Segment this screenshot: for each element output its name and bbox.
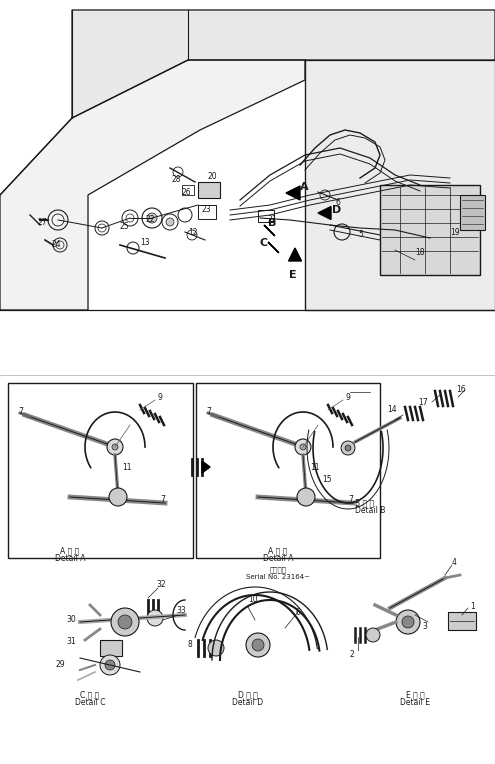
Text: 19: 19 xyxy=(450,228,460,237)
Bar xyxy=(198,205,216,219)
Text: 11: 11 xyxy=(310,463,319,472)
Text: Detail A: Detail A xyxy=(263,554,293,563)
Circle shape xyxy=(300,444,306,450)
Text: 31: 31 xyxy=(66,637,76,646)
Text: 1: 1 xyxy=(470,602,475,611)
Text: 3: 3 xyxy=(422,622,427,631)
Circle shape xyxy=(107,439,123,455)
Text: 7: 7 xyxy=(18,407,23,416)
Text: 21: 21 xyxy=(268,215,278,224)
Text: 5: 5 xyxy=(358,230,363,239)
Circle shape xyxy=(295,439,311,455)
Text: 18: 18 xyxy=(415,248,425,257)
Text: A: A xyxy=(300,182,308,192)
Text: Detail C: Detail C xyxy=(75,698,105,707)
Polygon shape xyxy=(318,206,331,219)
Circle shape xyxy=(111,608,139,636)
Text: 12: 12 xyxy=(188,228,198,237)
Polygon shape xyxy=(202,461,210,473)
Text: 26: 26 xyxy=(182,188,192,197)
Circle shape xyxy=(118,615,132,629)
Circle shape xyxy=(297,488,315,506)
Text: C: C xyxy=(260,238,268,248)
Text: Detail A: Detail A xyxy=(55,554,85,563)
Circle shape xyxy=(105,660,115,670)
Text: Detail B: Detail B xyxy=(355,506,386,515)
Text: 6: 6 xyxy=(295,608,300,617)
Text: 23: 23 xyxy=(202,205,212,214)
Bar xyxy=(380,185,480,275)
Polygon shape xyxy=(264,225,275,236)
Circle shape xyxy=(147,610,163,626)
Polygon shape xyxy=(305,60,495,310)
Polygon shape xyxy=(268,242,279,253)
Polygon shape xyxy=(286,186,300,200)
Text: 8: 8 xyxy=(188,640,193,649)
Text: Detail D: Detail D xyxy=(233,698,263,707)
Circle shape xyxy=(396,610,420,634)
Text: 30: 30 xyxy=(66,615,76,624)
Text: 4: 4 xyxy=(452,558,457,567)
Text: B: B xyxy=(268,218,276,228)
Bar xyxy=(182,185,194,195)
Text: 15: 15 xyxy=(322,475,332,484)
Text: 7: 7 xyxy=(206,407,211,416)
Circle shape xyxy=(166,218,174,226)
Text: 24: 24 xyxy=(52,240,61,249)
Polygon shape xyxy=(289,248,301,261)
Text: D: D xyxy=(332,205,341,215)
Circle shape xyxy=(341,441,355,455)
Bar xyxy=(460,195,485,230)
Bar xyxy=(100,640,122,656)
Text: 14: 14 xyxy=(387,405,396,414)
Text: B 详 细: B 详 细 xyxy=(355,498,374,507)
Text: C 详 细: C 详 细 xyxy=(80,690,99,699)
Bar xyxy=(8,383,193,558)
Text: 29: 29 xyxy=(55,660,65,669)
Text: 10: 10 xyxy=(248,595,257,604)
Text: Serial No. 23164~: Serial No. 23164~ xyxy=(246,574,310,580)
Polygon shape xyxy=(0,60,305,310)
Bar xyxy=(198,182,220,198)
Text: A 详 细: A 详 细 xyxy=(60,546,80,555)
Circle shape xyxy=(246,633,270,657)
Circle shape xyxy=(208,640,224,656)
Circle shape xyxy=(402,616,414,628)
Bar xyxy=(196,383,380,558)
Text: A 详 细: A 详 细 xyxy=(268,546,288,555)
Text: 9: 9 xyxy=(158,393,163,402)
Text: 27: 27 xyxy=(38,218,48,227)
Text: 32: 32 xyxy=(156,580,166,589)
Circle shape xyxy=(252,639,264,651)
Circle shape xyxy=(112,444,118,450)
Text: 20: 20 xyxy=(207,172,217,181)
Text: 9: 9 xyxy=(346,393,351,402)
Bar xyxy=(258,210,274,222)
Text: 6: 6 xyxy=(335,198,340,207)
Circle shape xyxy=(147,213,157,223)
Text: 2: 2 xyxy=(350,650,355,659)
Text: 11: 11 xyxy=(122,463,132,472)
Text: 16: 16 xyxy=(456,385,466,394)
Text: Detail E: Detail E xyxy=(400,698,430,707)
Text: E: E xyxy=(289,270,297,280)
Text: 17: 17 xyxy=(418,398,428,407)
Circle shape xyxy=(366,628,380,642)
Circle shape xyxy=(345,445,351,451)
Polygon shape xyxy=(72,10,495,118)
Text: 25: 25 xyxy=(120,222,130,231)
Text: 7: 7 xyxy=(160,495,165,504)
Text: 22: 22 xyxy=(145,215,154,224)
Text: 33: 33 xyxy=(176,606,186,615)
Bar xyxy=(448,612,476,630)
Text: D 详 细: D 详 细 xyxy=(238,690,258,699)
Text: 28: 28 xyxy=(172,175,182,184)
Text: 7: 7 xyxy=(348,495,353,504)
Circle shape xyxy=(100,655,120,675)
Text: 13: 13 xyxy=(140,238,149,247)
Circle shape xyxy=(109,488,127,506)
Text: E 详 细: E 详 细 xyxy=(405,690,424,699)
Text: 适用号機: 适用号機 xyxy=(269,566,287,572)
